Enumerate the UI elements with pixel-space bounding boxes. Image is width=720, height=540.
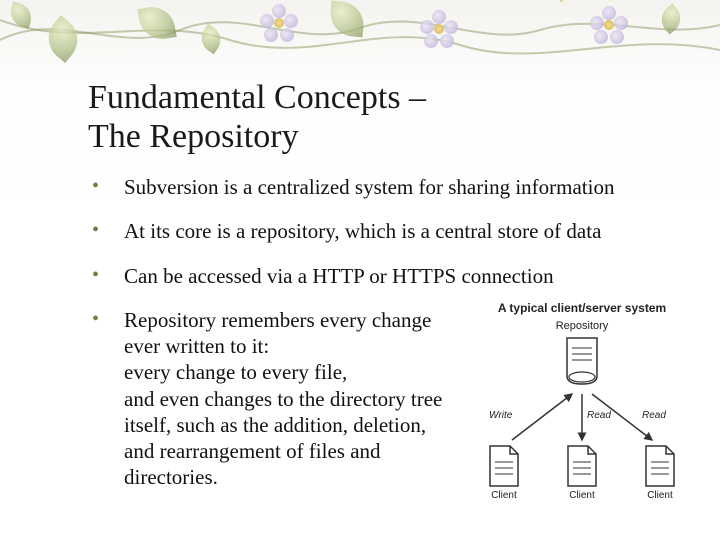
document-icon [486, 444, 522, 488]
repository-icon [561, 336, 603, 386]
diagram-arrows: Write Read Read [477, 388, 687, 444]
arrow-label-read-center: Read [587, 410, 611, 423]
client-label: Client [639, 490, 681, 503]
document-icon [564, 444, 600, 488]
bullet-text: Repository remembers every change ever w… [124, 307, 459, 491]
flower-icon [590, 6, 628, 44]
client-label: Client [561, 490, 603, 503]
arrow-label-write: Write [489, 410, 512, 423]
bullet-text: Subversion is a centralized system for s… [124, 175, 614, 199]
bullet-text: At its core is a repository, which is a … [124, 219, 601, 243]
bullet-text: Can be accessed via a HTTP or HTTPS conn… [124, 264, 554, 288]
bullet-item: At its core is a repository, which is a … [88, 218, 690, 244]
bullet-item: Can be accessed via a HTTP or HTTPS conn… [88, 263, 690, 289]
client-node: Client [639, 444, 681, 503]
arrow-label-read-right: Read [642, 410, 666, 423]
title-line-1: Fundamental Concepts – [88, 79, 426, 116]
document-icon [642, 444, 678, 488]
clients-row: Client Client Client [477, 444, 687, 503]
content-area: Fundamental Concepts – The Repository Su… [88, 78, 690, 520]
bullet-item: Repository remembers every change ever w… [88, 307, 690, 502]
client-node: Client [483, 444, 525, 503]
client-server-diagram: A typical client/server system Repositor… [477, 301, 687, 502]
slide-title: Fundamental Concepts – The Repository [88, 78, 690, 156]
client-node: Client [561, 444, 603, 503]
slide: Fundamental Concepts – The Repository Su… [0, 0, 720, 540]
decorative-top-band [0, 0, 720, 70]
bullet-list: Subversion is a centralized system for s… [88, 174, 690, 502]
bullet-item: Subversion is a centralized system for s… [88, 174, 690, 200]
diagram-title: A typical client/server system [477, 301, 687, 316]
client-label: Client [483, 490, 525, 503]
flower-icon [420, 10, 458, 48]
repository-label: Repository [477, 320, 687, 334]
flower-icon [260, 4, 298, 42]
title-line-2: The Repository [88, 118, 299, 155]
